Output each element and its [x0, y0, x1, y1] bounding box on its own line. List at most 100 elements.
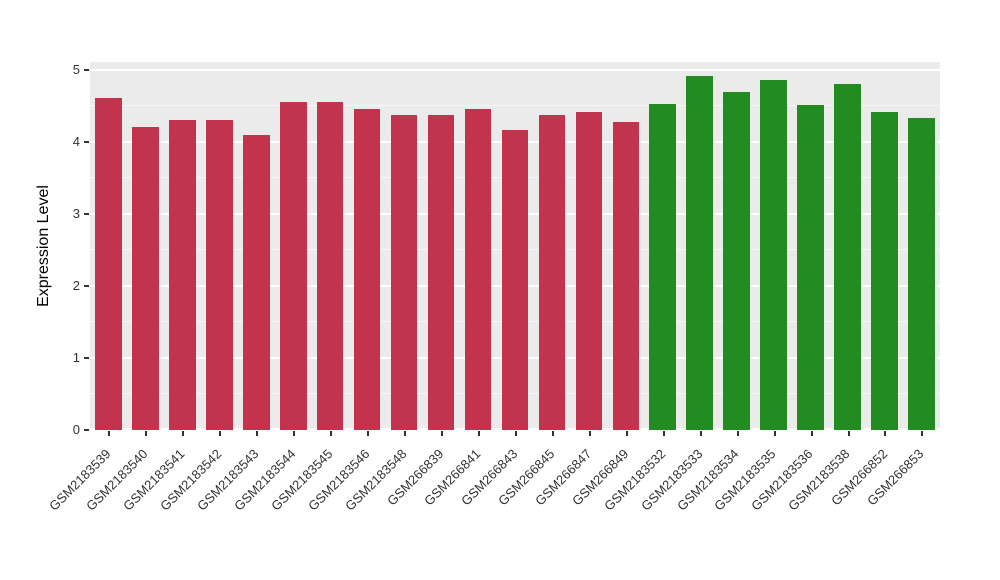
x-axis-slot: GSM2183539: [46, 430, 127, 560]
bar-slot: [755, 62, 792, 430]
y-tick-mark: [84, 357, 89, 359]
y-tick-mark: [84, 429, 89, 431]
bar-slot: [866, 62, 903, 430]
x-tick-mark: [847, 431, 850, 436]
x-axis: GSM2183539 GSM2183540 GSM2183541 GSM2183542…: [46, 430, 940, 560]
x-axis-slot: GSM2183543: [194, 430, 275, 560]
x-axis-slot: GSM2183542: [157, 430, 238, 560]
x-axis-slot: GSM2183534: [675, 430, 755, 560]
bar: [871, 112, 898, 430]
bar: [575, 112, 603, 430]
bar: [279, 102, 307, 430]
x-tick-mark: [625, 431, 628, 436]
bar: [242, 134, 270, 430]
bar: [908, 118, 935, 430]
x-axis-slot: GSM2183535: [712, 430, 792, 560]
bar: [723, 91, 750, 430]
x-tick-mark: [219, 431, 222, 436]
bar-slot: [164, 62, 201, 430]
bars-container: [90, 62, 940, 430]
bar-slot: [349, 62, 386, 430]
y-tick-label: 4: [72, 134, 80, 149]
bar-slot: [423, 62, 460, 430]
x-tick-mark: [256, 431, 259, 436]
bar: [797, 105, 824, 430]
bar: [834, 83, 861, 430]
bar-slot: [201, 62, 238, 430]
bar-slot: [570, 62, 607, 430]
x-tick-mark: [182, 431, 185, 436]
x-tick-mark: [478, 431, 480, 436]
x-tick-mark: [662, 431, 665, 436]
bar: [538, 114, 566, 430]
bar: [501, 130, 529, 430]
x-axis-slot: GSM2183544: [231, 430, 312, 560]
bar-slot: [460, 62, 497, 430]
x-axis-slot: GSM266845: [495, 430, 570, 560]
grid-major-line: [90, 69, 940, 71]
y-tick-mark: [84, 285, 89, 287]
x-axis-slot: GSM2183540: [83, 430, 164, 560]
bar-slot: [238, 62, 275, 430]
bar-slot: [90, 62, 127, 430]
bar-slot: [607, 62, 644, 430]
x-tick-mark: [404, 431, 407, 436]
bar: [95, 98, 122, 430]
bar: [649, 103, 677, 430]
bar-slot: [533, 62, 570, 430]
x-tick-mark: [699, 431, 702, 436]
bar: [206, 120, 233, 430]
y-tick-label: 2: [72, 278, 80, 293]
x-tick-mark: [108, 431, 111, 436]
x-tick-mark: [588, 431, 591, 436]
x-axis-slot: GSM266839: [384, 430, 460, 560]
bar-slot: [496, 62, 533, 430]
bar-slot: [718, 62, 755, 430]
bar-slot: [829, 62, 866, 430]
x-tick-mark: [736, 431, 739, 436]
bar-slot: [681, 62, 718, 430]
bar-slot: [386, 62, 423, 430]
x-tick-mark: [441, 431, 444, 436]
y-axis: 0 1 2 3 4 5: [0, 62, 90, 437]
x-axis-slot: GSM2183541: [120, 430, 201, 560]
x-tick-mark: [884, 431, 887, 436]
bar-slot: [644, 62, 681, 430]
y-tick-label: 1: [72, 350, 80, 365]
bar-slot: [903, 62, 940, 430]
x-axis-slot: GSM266841: [421, 430, 497, 560]
grid-minor-line: [90, 105, 940, 106]
bar: [132, 126, 159, 430]
x-axis-slot: GSM2183533: [638, 430, 718, 560]
y-tick-mark: [84, 69, 89, 71]
x-tick-mark: [293, 431, 296, 436]
x-axis-slot: GSM266843: [458, 430, 533, 560]
bar-slot: [792, 62, 829, 430]
x-axis-slot: GSM2183532: [601, 430, 681, 560]
x-axis-slot: GSM266849: [569, 430, 644, 560]
bar: [390, 114, 418, 430]
bar: [316, 101, 344, 430]
x-axis-slot: GSM266847: [532, 430, 607, 560]
x-axis-slot: GSM266852: [828, 430, 903, 560]
bar: [464, 108, 492, 430]
bar: [760, 80, 787, 430]
y-tick-label: 5: [72, 62, 80, 77]
x-axis-slot: GSM266853: [865, 430, 940, 560]
plot-panel: [90, 62, 940, 430]
bar: [686, 75, 714, 430]
x-tick-mark: [330, 431, 333, 436]
bar-slot: [312, 62, 349, 430]
x-axis-slot: GSM2183538: [786, 430, 866, 560]
x-axis-slot: GSM2183548: [342, 430, 423, 560]
bar-slot: [275, 62, 312, 430]
x-axis-slot: GSM2183536: [749, 430, 829, 560]
y-tick-mark: [84, 141, 89, 143]
x-tick-mark: [514, 431, 517, 436]
x-tick-mark: [145, 431, 148, 436]
x-axis-slot: GSM2183546: [305, 430, 386, 560]
bar: [353, 108, 381, 430]
y-tick-label: 0: [72, 422, 80, 437]
x-axis-slot: GSM2183545: [268, 430, 349, 560]
